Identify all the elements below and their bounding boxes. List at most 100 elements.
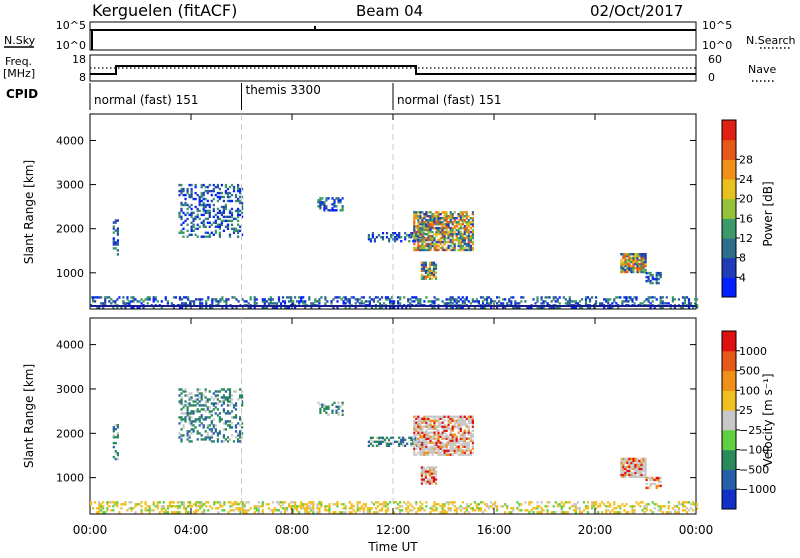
echo-cell xyxy=(441,443,444,446)
echo-cell xyxy=(324,507,327,510)
echo-cell xyxy=(419,427,422,430)
echo-cell xyxy=(396,440,399,443)
echo-cell xyxy=(461,217,464,220)
echo-cell xyxy=(443,226,446,230)
echo-cell xyxy=(190,416,193,419)
echo-cell xyxy=(184,197,187,201)
echo-cell xyxy=(206,217,209,221)
echo-cell xyxy=(467,445,470,448)
echo-cell xyxy=(216,185,219,189)
echo-cell xyxy=(342,511,345,514)
echo-cell xyxy=(647,476,650,480)
echo-cell xyxy=(391,300,394,303)
echo-cell xyxy=(352,505,355,508)
echo-cell xyxy=(469,230,472,234)
echo-cell xyxy=(451,445,454,448)
echo-cell xyxy=(397,296,400,299)
echo-cell xyxy=(522,296,525,299)
echo-cell xyxy=(241,507,244,510)
echo-cell xyxy=(463,221,466,224)
echo-cell xyxy=(413,246,416,250)
echo-cell xyxy=(463,236,466,240)
echo-cell xyxy=(447,240,450,244)
echo-cell xyxy=(645,271,648,275)
echo-cell xyxy=(467,232,470,236)
echo-cell xyxy=(429,300,432,303)
echo-cell xyxy=(371,236,374,239)
echo-cell xyxy=(397,306,400,309)
echo-cell xyxy=(202,213,205,217)
echo-cell xyxy=(433,419,436,422)
echo-cell xyxy=(445,223,448,226)
echo-cell xyxy=(449,443,452,446)
echo-cell xyxy=(621,300,624,303)
echo-cell xyxy=(451,236,454,240)
echo-cell xyxy=(631,298,634,301)
echo-cell xyxy=(206,211,209,215)
echo-cell xyxy=(257,509,260,512)
echo-cell xyxy=(434,466,438,469)
echo-cell xyxy=(644,264,647,268)
echo-cell xyxy=(196,390,199,393)
echo-cell xyxy=(457,221,460,224)
echo-cell xyxy=(628,262,631,266)
echo-cell xyxy=(439,240,442,244)
echo-cell xyxy=(247,302,250,305)
echo-cell xyxy=(241,211,244,215)
echo-cell xyxy=(441,453,444,456)
echo-cell xyxy=(463,230,466,234)
colorbar-tick-label: 500 xyxy=(739,365,760,378)
echo-cell xyxy=(453,449,456,452)
echo-cell xyxy=(417,427,420,430)
echo-cell xyxy=(328,509,331,512)
echo-cell xyxy=(620,262,623,266)
echo-cell xyxy=(253,505,256,508)
echo-cell xyxy=(417,232,420,236)
echo-cell xyxy=(424,275,427,278)
echo-cell xyxy=(193,302,196,305)
echo-cell xyxy=(461,441,464,444)
echo-cell xyxy=(586,507,590,510)
echo-cell xyxy=(445,443,448,446)
echo-cell xyxy=(413,211,416,214)
echo-cell xyxy=(325,197,328,200)
echo-cell xyxy=(382,501,386,504)
echo-cell xyxy=(317,205,320,208)
echo-cell xyxy=(421,419,424,422)
echo-cell xyxy=(417,211,420,214)
echo-cell xyxy=(235,503,238,506)
echo-cell xyxy=(467,421,470,424)
echo-cell xyxy=(630,463,633,467)
echo-cell xyxy=(339,199,342,202)
echo-cell xyxy=(360,507,363,510)
echo-cell xyxy=(340,503,343,506)
echo-cell xyxy=(204,217,207,221)
echo-cell xyxy=(425,453,428,456)
echo-cell xyxy=(326,509,329,512)
echo-cell xyxy=(518,505,521,508)
echo-cell xyxy=(647,296,650,299)
echo-cell xyxy=(510,302,513,305)
echo-cell xyxy=(206,231,209,234)
echo-cell xyxy=(216,408,219,411)
colorbar-swatch xyxy=(722,350,736,372)
echo-cell xyxy=(429,425,432,428)
echo-cell xyxy=(217,507,220,510)
echo-cell xyxy=(667,511,670,514)
echo-cell xyxy=(224,185,227,189)
echo-cell xyxy=(239,187,242,191)
echo-cell xyxy=(445,449,448,452)
echo-cell xyxy=(584,298,588,301)
echo-cell xyxy=(449,238,452,242)
echo-cell xyxy=(182,302,186,305)
echo-cell xyxy=(288,505,291,508)
echo-cell xyxy=(665,302,668,305)
echo-cell xyxy=(421,427,424,430)
echo-cell xyxy=(443,437,446,440)
echo-cell xyxy=(645,279,648,283)
echo-cell xyxy=(182,406,185,409)
echo-cell xyxy=(667,302,670,305)
echo-cell xyxy=(453,415,456,418)
echo-cell xyxy=(413,236,416,240)
echo-cell xyxy=(239,416,242,419)
